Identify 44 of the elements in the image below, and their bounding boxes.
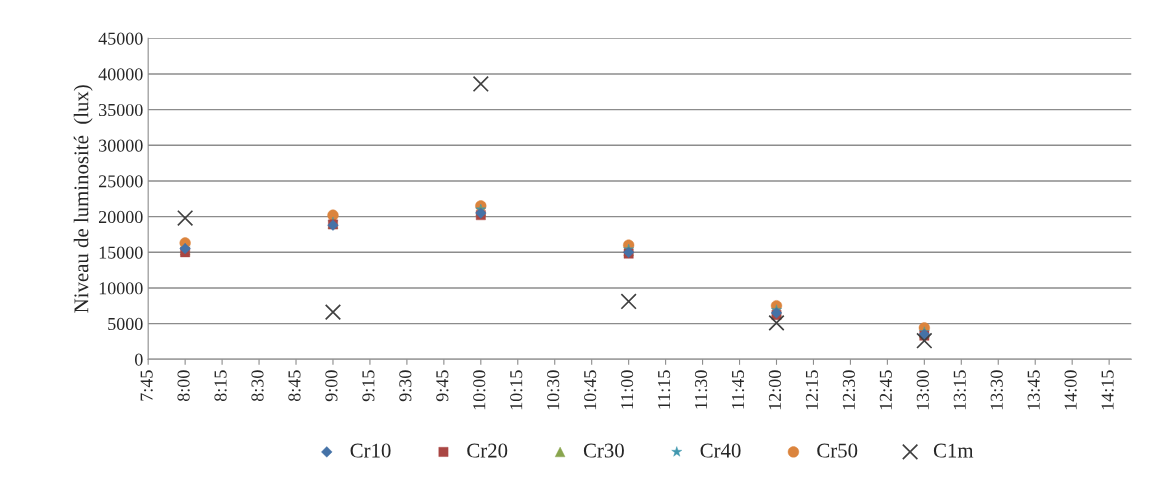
y-tick-label: 45000	[98, 32, 143, 45]
legend-label: Cr30	[583, 443, 624, 458]
x-tick-label: 14:15	[1101, 370, 1114, 410]
x-tick-label: 12:30	[842, 370, 856, 410]
x-tick-label: 10:00	[473, 370, 486, 410]
x-tick-label: 8:00	[177, 370, 190, 402]
y-tick-label: 20000	[98, 210, 143, 224]
y-tick-label: 5000	[108, 317, 143, 331]
x-tick-label: 11:30	[694, 370, 708, 409]
x-tick-label: 9:00	[325, 370, 338, 402]
x-tick-label: 8:15	[214, 370, 227, 402]
x-tick-label: 12:45	[879, 370, 892, 410]
x-tick-label: 9:15	[362, 370, 375, 402]
y-tick-label: 40000	[98, 68, 143, 81]
y-tick-label: 30000	[99, 139, 143, 152]
x-tick-label: 11:45	[731, 370, 745, 409]
legend-label: C1m	[933, 443, 974, 458]
y-tick-label: 10000	[99, 282, 143, 295]
x-tick-label: 13:00	[916, 370, 929, 410]
x-tick-label: 7:45	[140, 370, 153, 401]
x-tick-label: 10:45	[584, 370, 597, 410]
x-tick-label: 10:30	[547, 370, 560, 410]
y-tick-label: 25000	[98, 175, 143, 188]
y-axis-title: Niveau de luminosité (lux)	[73, 85, 93, 313]
x-tick-label: 9:45	[436, 370, 449, 402]
x-tick-label: 11:00	[620, 370, 634, 409]
x-tick-label: 8:30	[251, 370, 264, 402]
legend-label: Cr40	[700, 443, 741, 458]
x-tick-label: 13:15	[953, 370, 966, 410]
x-tick-label: 10:15	[510, 370, 523, 410]
x-tick-label: 12:15	[805, 370, 819, 410]
x-tick-label: 11:15	[658, 370, 671, 409]
y-tick-label: 0	[134, 353, 143, 366]
legend-label: Cr20	[467, 443, 508, 458]
x-tick-label: 14:00	[1064, 370, 1077, 410]
y-tick-label: 35000	[99, 103, 143, 117]
x-tick-label: 13:45	[1027, 370, 1040, 410]
x-tick-label: 8:45	[288, 370, 301, 402]
x-tick-label: 12:00	[768, 370, 782, 410]
legend-label: Cr50	[817, 443, 858, 458]
x-tick-label: 13:30	[990, 370, 1003, 410]
x-tick-label: 9:30	[399, 370, 412, 402]
legend-label: Cr10	[350, 443, 391, 458]
y-tick-label: 15000	[99, 246, 143, 259]
